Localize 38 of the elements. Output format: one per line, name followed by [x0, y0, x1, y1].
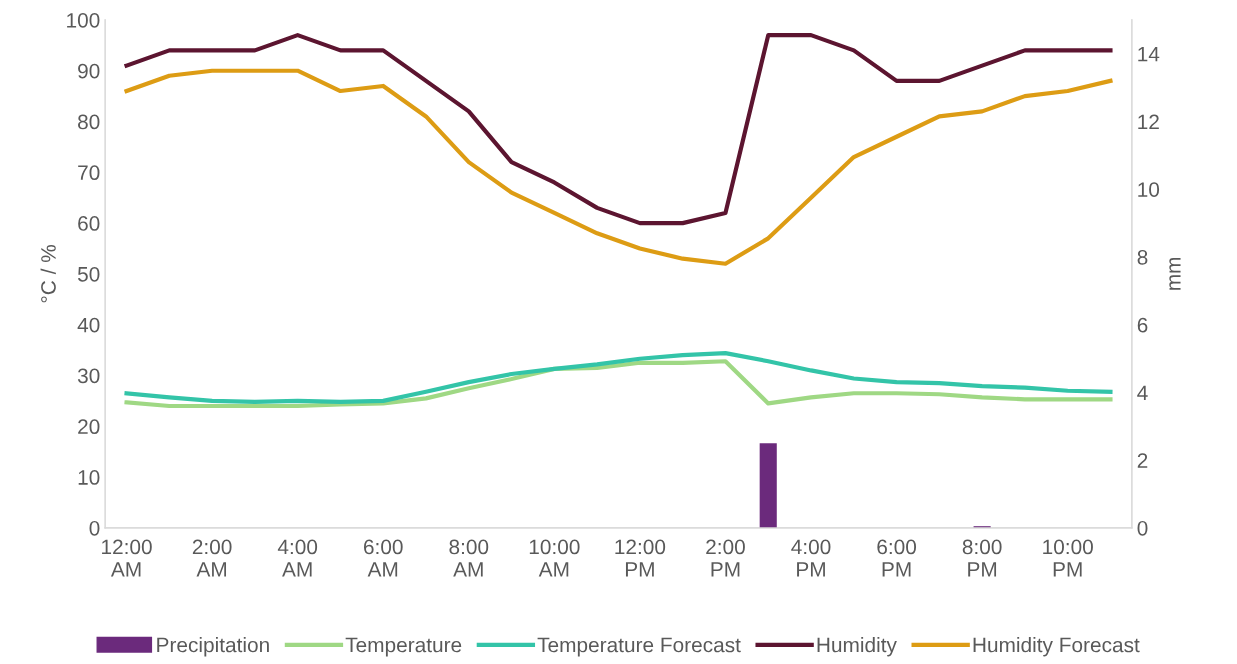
- x-tick-label: 10:00 AM: [529, 539, 580, 577]
- y-tick-label: 50: [77, 266, 100, 282]
- x-tick-label: 12:00 PM: [615, 539, 666, 577]
- y2-tick-label: 6: [1137, 317, 1148, 333]
- y-tick-label: 70: [78, 165, 100, 181]
- y-tick-label: 90: [78, 63, 100, 79]
- y-tick-label: 60: [78, 216, 100, 231]
- y2-tick-label: 2: [1137, 453, 1148, 468]
- y-tick-label: 40: [77, 317, 100, 333]
- y2-tick-label: 12: [1138, 114, 1159, 130]
- x-tick-label: 12:00 AM: [102, 539, 152, 577]
- y-tick-label: 30: [77, 368, 100, 384]
- y-tick-label: 100: [67, 12, 100, 28]
- x-tick-label: 2:00 PM: [706, 539, 745, 577]
- y2-tick-label: 14: [1138, 47, 1160, 62]
- legend-label: Humidity: [817, 637, 897, 657]
- y2-tick-label: 10: [1138, 182, 1160, 197]
- x-tick-label: 4:00 PM: [791, 539, 831, 577]
- x-tick-label: 8:00 PM: [962, 539, 1002, 577]
- legend-label: Temperature Forecast: [537, 637, 741, 657]
- y2-tick-label: 8: [1137, 249, 1148, 265]
- y2-axis-title: mm: [1169, 257, 1181, 290]
- y-tick-label: 80: [78, 114, 100, 130]
- y2-tick-label: 4: [1137, 385, 1148, 400]
- x-tick-label: 8:00 AM: [449, 539, 489, 577]
- y2-tick-label: 0: [1137, 520, 1148, 536]
- y-tick-label: 10: [78, 470, 100, 485]
- legend-label: Humidity Forecast: [973, 637, 1140, 657]
- y-tick-label: 20: [78, 419, 100, 435]
- x-tick-label: 6:00 AM: [364, 539, 403, 577]
- x-tick-label: 4:00 AM: [277, 539, 318, 577]
- y-tick-label: 0: [89, 520, 100, 536]
- y-axis-title: °C / %: [40, 245, 56, 303]
- legend-label: Precipitation: [157, 637, 269, 657]
- legend-label: Temperature: [345, 637, 462, 657]
- x-tick-label: 10:00 PM: [1043, 539, 1093, 577]
- x-tick-label: 2:00 AM: [192, 539, 232, 577]
- x-tick-label: 6:00 PM: [877, 539, 917, 577]
